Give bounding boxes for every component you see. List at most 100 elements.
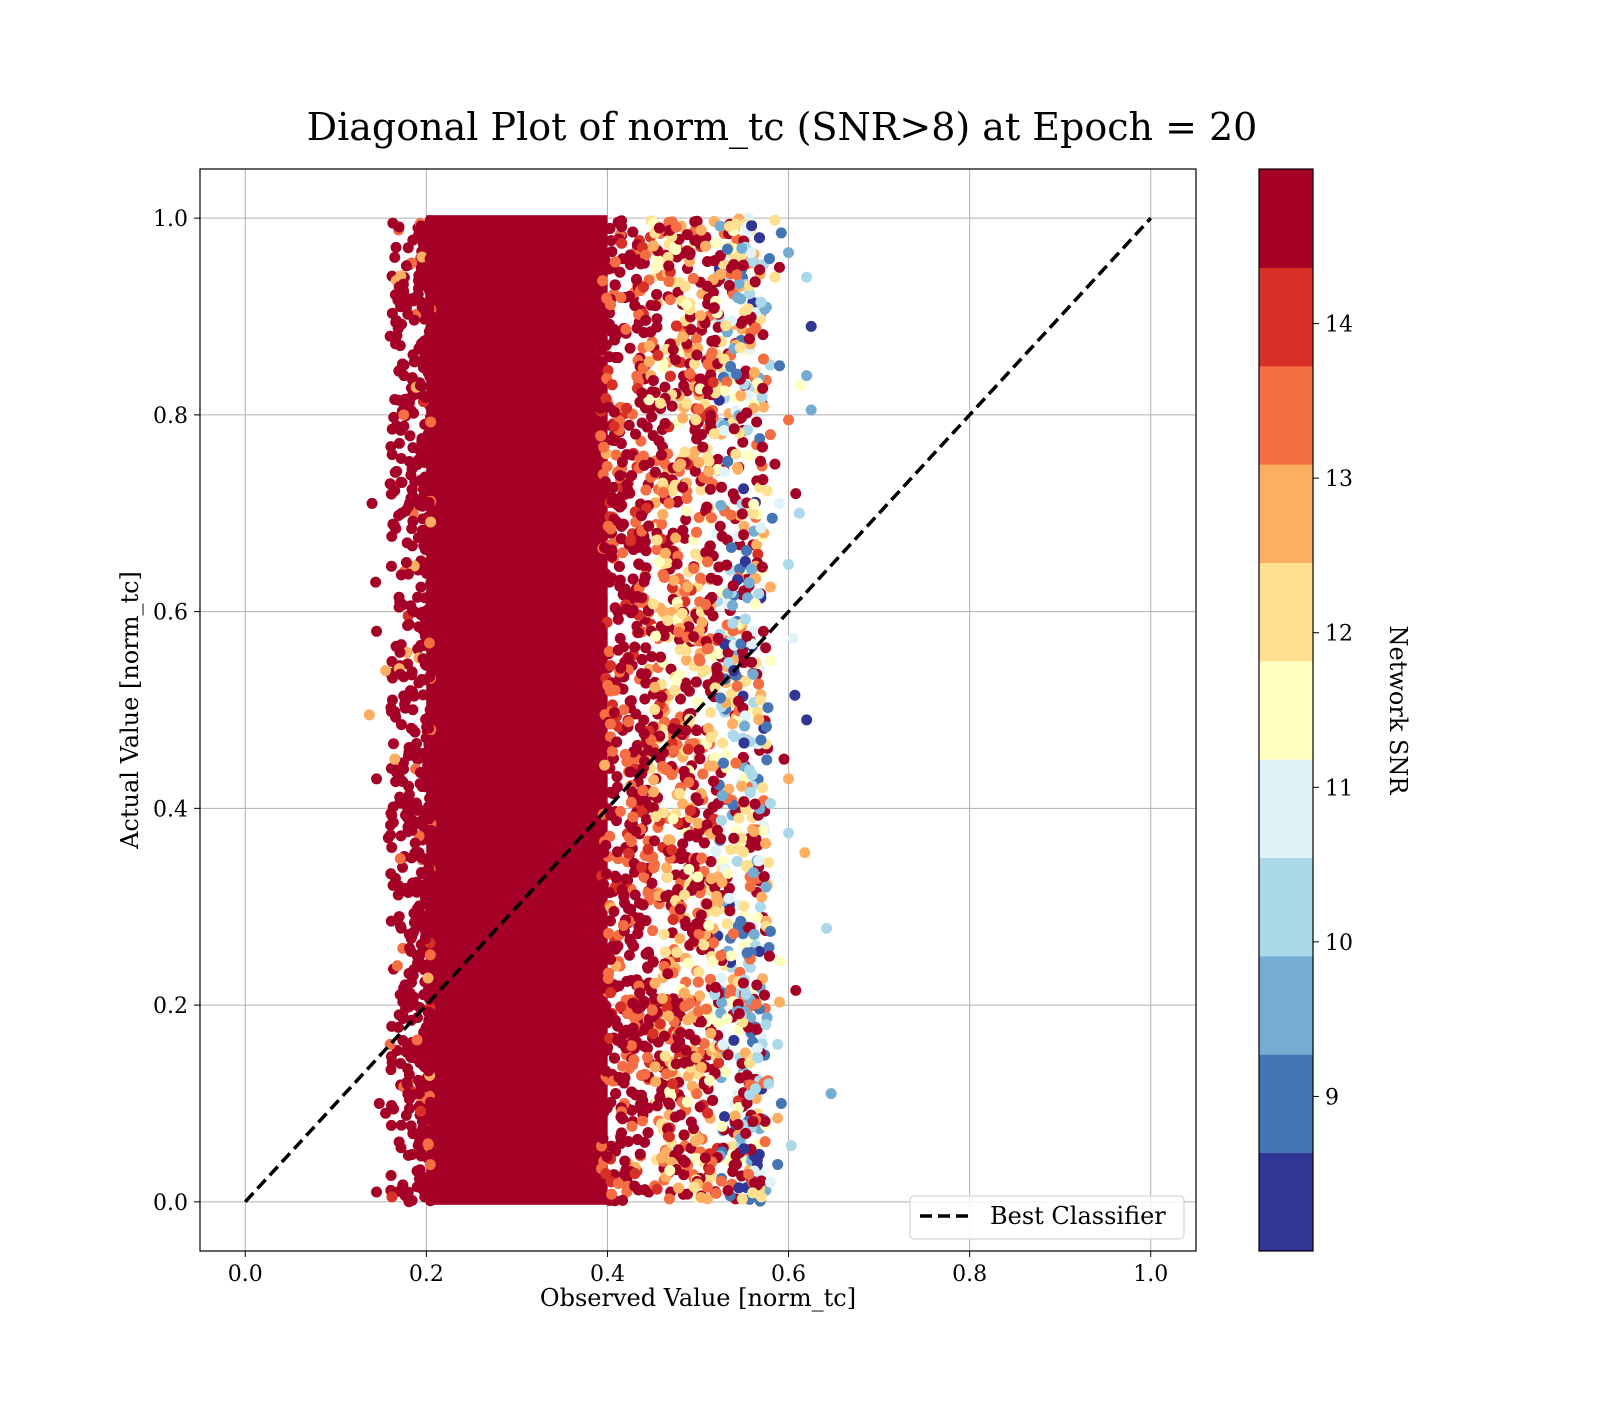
scatter-point <box>677 331 689 343</box>
scatter-point <box>764 1176 776 1188</box>
scatter-point <box>656 449 668 461</box>
scatter-point <box>721 559 733 571</box>
scatter-point <box>403 618 415 630</box>
scatter-point <box>702 556 714 568</box>
scatter-point <box>724 905 736 917</box>
scatter-point <box>619 1072 631 1084</box>
scatter-point <box>680 514 692 526</box>
scatter-point <box>601 945 613 957</box>
scatter-point <box>690 526 702 538</box>
scatter-point <box>728 259 740 271</box>
scatter-point <box>748 867 760 879</box>
scatter-point <box>728 731 740 743</box>
scatter-point <box>385 868 397 880</box>
scatter-point <box>659 1050 671 1062</box>
scatter-point <box>423 637 435 649</box>
scatter-point <box>660 890 672 902</box>
scatter-point <box>605 809 617 821</box>
scatter-point <box>609 1014 621 1026</box>
x-axis-ticks: 0.0 0.2 0.4 0.6 0.8 1.0 <box>228 1251 1168 1287</box>
scatter-point <box>755 1191 767 1203</box>
scatter-point <box>630 273 642 285</box>
scatter-point <box>723 279 735 291</box>
scatter-point <box>675 458 687 470</box>
scatter-point <box>398 690 410 702</box>
scatter-point <box>617 919 629 931</box>
scatter-point <box>636 1115 648 1127</box>
scatter-point <box>736 1193 748 1205</box>
scatter-point <box>757 382 769 394</box>
colorbar-band <box>1259 267 1313 367</box>
scatter-point <box>783 827 795 839</box>
scatter-point <box>393 437 405 449</box>
scatter-point <box>721 243 733 255</box>
scatter-point <box>370 576 382 588</box>
scatter-point <box>654 556 666 568</box>
scatter-point <box>630 708 642 720</box>
scatter-point <box>706 335 718 347</box>
scatter-point <box>395 920 407 932</box>
legend-label: Best Classifier <box>990 1202 1166 1230</box>
scatter-point <box>683 863 695 875</box>
scatter-point <box>691 349 703 361</box>
scatter-point <box>670 532 682 544</box>
scatter-point <box>629 1168 641 1180</box>
scatter-point <box>406 976 418 988</box>
scatter-point <box>738 1143 750 1155</box>
scatter-point <box>637 785 649 797</box>
scatter-point <box>759 989 771 1001</box>
scatter-point <box>787 632 799 644</box>
scatter-point <box>666 400 678 412</box>
scatter-point <box>670 221 682 233</box>
scatter-point <box>702 385 714 397</box>
scatter-point <box>639 536 651 548</box>
colorbar-frame <box>1258 168 1314 1252</box>
scatter-point <box>748 498 760 510</box>
scatter-point <box>634 1148 646 1160</box>
scatter-point <box>415 262 427 274</box>
scatter-point <box>373 1097 385 1109</box>
scatter-point <box>735 638 747 650</box>
colorbar-band <box>1259 464 1313 563</box>
scatter-point <box>705 873 717 885</box>
scatter-point <box>406 483 418 495</box>
scatter-point <box>703 465 715 477</box>
scatter-point <box>651 321 663 333</box>
scatter-point <box>627 573 639 585</box>
scatter-point <box>616 884 628 896</box>
scatter-point <box>711 824 723 836</box>
scatter-point <box>663 497 675 509</box>
scatter-point <box>751 416 763 428</box>
scatter-point <box>758 401 770 413</box>
scatter-point <box>736 832 748 844</box>
scatter-point <box>714 692 726 704</box>
scatter-point <box>384 478 396 490</box>
scatter-point <box>650 630 662 642</box>
scatter-point <box>682 743 694 755</box>
scatter-point <box>695 1016 707 1028</box>
scatter-point <box>705 707 717 719</box>
scatter-point <box>388 738 400 750</box>
colorbar-tick-label: 12 <box>1325 622 1353 647</box>
scatter-point <box>425 623 437 635</box>
scatter-point <box>608 420 620 432</box>
scatter-point <box>664 370 676 382</box>
scatter-point <box>386 656 398 668</box>
scatter-point <box>695 1191 707 1203</box>
scatter-point <box>697 768 709 780</box>
scatter-point <box>417 362 429 374</box>
scatter-point <box>394 853 406 865</box>
scatter-point <box>633 912 645 924</box>
scatter-point <box>612 940 624 952</box>
scatter-point <box>761 754 773 766</box>
scatter-point <box>662 871 674 883</box>
scatter-point <box>680 654 692 666</box>
scatter-point <box>680 298 692 310</box>
scatter-point <box>751 539 763 551</box>
scatter-point <box>733 1102 745 1114</box>
scatter-point <box>678 889 690 901</box>
scatter-point <box>624 766 636 778</box>
scatter-point <box>759 1115 771 1127</box>
scatter-point <box>740 675 752 687</box>
scatter-point <box>742 592 754 604</box>
